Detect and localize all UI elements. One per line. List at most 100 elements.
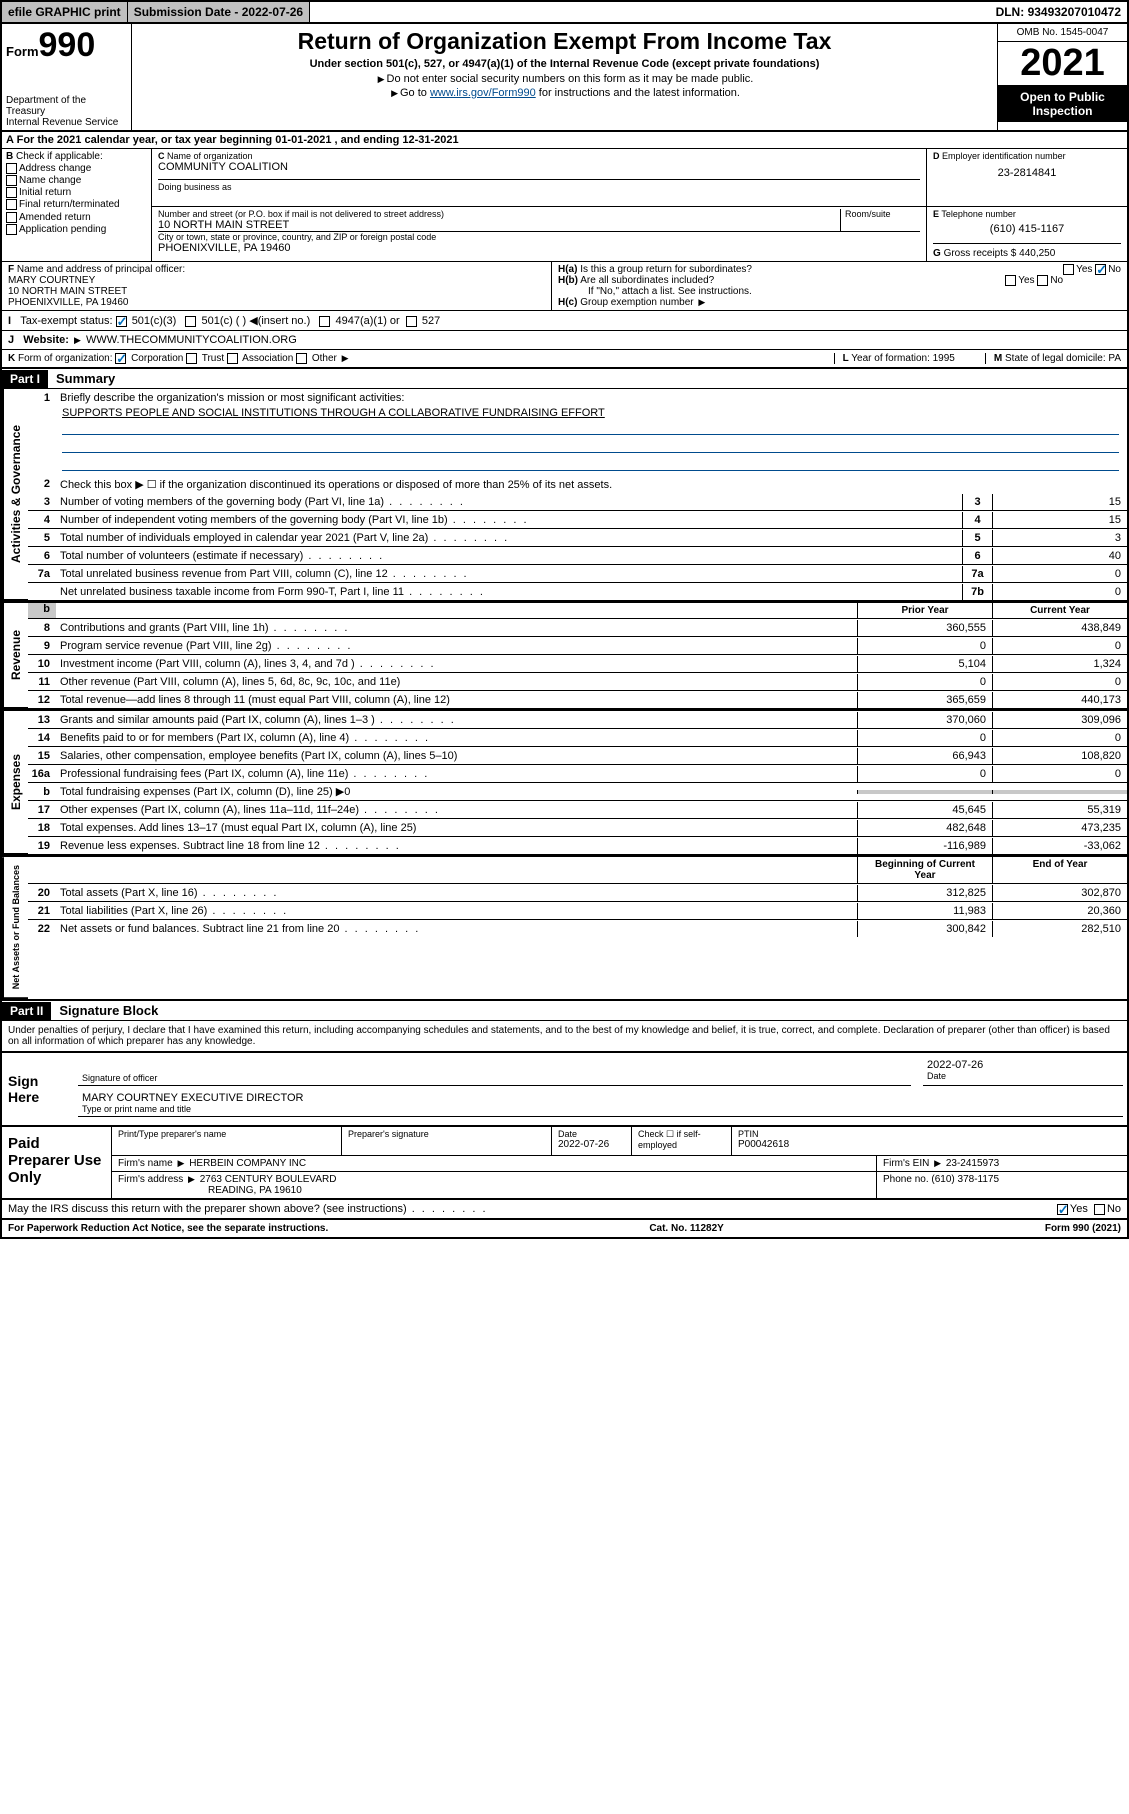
firm-ein: 23-2415973 (946, 1158, 999, 1169)
line-7b: Net unrelated business taxable income fr… (56, 584, 962, 600)
phone-value: (610) 415-1167 (933, 223, 1121, 235)
footer-form: Form 990 (2021) (1045, 1223, 1121, 1234)
arrow-icon (340, 353, 351, 364)
part-ii-header: Part II (2, 1002, 51, 1020)
line-9: Program service revenue (Part VIII, line… (56, 638, 857, 654)
footer-catno: Cat. No. 11282Y (649, 1223, 723, 1234)
arrow-icon (175, 1158, 186, 1169)
firm-name: HERBEIN COMPANY INC (189, 1158, 306, 1169)
hdr-beginning: Beginning of Current Year (857, 857, 992, 883)
ha-no[interactable] (1095, 264, 1106, 275)
val-15p: 66,943 (857, 748, 992, 764)
val-14c: 0 (992, 730, 1127, 746)
officer-name-title: MARY COURTNEY EXECUTIVE DIRECTOR (82, 1092, 1119, 1104)
cb-4947[interactable] (319, 316, 330, 327)
val-12c: 440,173 (992, 692, 1127, 708)
line-22: Net assets or fund balances. Subtract li… (56, 921, 857, 937)
line-16a: Professional fundraising fees (Part IX, … (56, 766, 857, 782)
room-label: Room/suite (845, 209, 920, 219)
state-domicile: State of legal domicile: PA (1005, 353, 1121, 364)
hb-no[interactable] (1037, 275, 1048, 286)
ein-label: Employer identification number (942, 151, 1066, 161)
officer-name: MARY COURTNEY (8, 275, 545, 286)
line-16b: Total fundraising expenses (Part IX, col… (56, 783, 857, 800)
dept-treasury: Department of the Treasury (6, 95, 127, 117)
note-ssn: Do not enter social security numbers on … (387, 73, 754, 85)
prep-name-label: Print/Type preparer's name (118, 1129, 335, 1139)
cb-app-pending[interactable]: Application pending (6, 224, 147, 235)
form-title: Return of Organization Exempt From Incom… (140, 28, 989, 55)
discuss-yes[interactable] (1057, 1204, 1068, 1215)
officer-label: Name and address of principal officer: (17, 264, 185, 275)
hb-yes[interactable] (1005, 275, 1016, 286)
line-12: Total revenue—add lines 8 through 11 (mu… (56, 692, 857, 708)
paid-preparer-label: Paid Preparer Use Only (2, 1127, 112, 1198)
ein-value: 23-2814841 (933, 167, 1121, 179)
city-label: City or town, state or province, country… (158, 232, 920, 242)
hc-label: Group exemption number (580, 297, 693, 308)
val-22p: 300,842 (857, 921, 992, 937)
city-value: PHOENIXVILLE, PA 19460 (158, 242, 920, 254)
efile-print-button[interactable]: efile GRAPHIC print (2, 2, 128, 22)
val-18c: 473,235 (992, 820, 1127, 836)
cb-address-change[interactable]: Address change (6, 163, 147, 174)
irs-link[interactable]: www.irs.gov/Form990 (430, 87, 536, 99)
discuss-no[interactable] (1094, 1204, 1105, 1215)
line-14: Benefits paid to or for members (Part IX… (56, 730, 857, 746)
val-4: 15 (992, 512, 1127, 528)
form-header: Form990 Department of the Treasury Inter… (2, 24, 1127, 132)
vtab-netassets: Net Assets or Fund Balances (2, 857, 28, 999)
ha-yes[interactable] (1063, 264, 1074, 275)
vtab-expenses: Expenses (2, 711, 28, 855)
arrow-icon (696, 297, 707, 308)
cb-501c[interactable] (185, 316, 196, 327)
arrow-icon (186, 1174, 197, 1185)
val-7b: 0 (992, 584, 1127, 600)
cb-501c3[interactable] (116, 316, 127, 327)
cb-corp[interactable] (115, 353, 126, 364)
val-15c: 108,820 (992, 748, 1127, 764)
cb-trust[interactable] (186, 353, 197, 364)
dba-label: Doing business as (158, 182, 920, 192)
part-i-header: Part I (2, 370, 48, 388)
hb-label: Are all subordinates included? (580, 275, 714, 286)
cb-amended[interactable]: Amended return (6, 212, 147, 223)
ptin-label: PTIN (738, 1129, 1121, 1139)
form-subtitle: Under section 501(c), 527, or 4947(a)(1)… (140, 58, 989, 70)
val-22c: 282,510 (992, 921, 1127, 937)
website-value: WWW.THECOMMUNITYCOALITION.ORG (86, 334, 297, 346)
val-6: 40 (992, 548, 1127, 564)
val-13p: 370,060 (857, 712, 992, 728)
cb-initial-return[interactable]: Initial return (6, 187, 147, 198)
prep-sig-label: Preparer's signature (348, 1129, 545, 1139)
line-17: Other expenses (Part IX, column (A), lin… (56, 802, 857, 818)
cb-other[interactable] (296, 353, 307, 364)
val-8c: 438,849 (992, 620, 1127, 636)
val-9p: 0 (857, 638, 992, 654)
cb-name-change[interactable]: Name change (6, 175, 147, 186)
sig-date-label: Date (927, 1071, 1119, 1081)
line-3: Number of voting members of the governin… (56, 494, 962, 510)
vtab-revenue: Revenue (2, 603, 28, 709)
hdr-current: Current Year (992, 603, 1127, 618)
sign-here-label: Sign Here (2, 1053, 62, 1125)
val-14p: 0 (857, 730, 992, 746)
val-10c: 1,324 (992, 656, 1127, 672)
org-name: COMMUNITY COALITION (158, 161, 920, 173)
arrow-icon (389, 87, 400, 99)
cb-527[interactable] (406, 316, 417, 327)
line-20: Total assets (Part X, line 16) (56, 885, 857, 901)
omb-number: OMB No. 1545-0047 (998, 24, 1127, 42)
line-5: Total number of individuals employed in … (56, 530, 962, 546)
addr-label: Number and street (or P.O. box if mail i… (158, 209, 840, 219)
cb-final-return[interactable]: Final return/terminated (6, 199, 147, 210)
self-employed-label: Check ☐ if self-employed (638, 1129, 725, 1150)
val-21p: 11,983 (857, 903, 992, 919)
part-i-title: Summary (48, 369, 123, 388)
firm-addr-label: Firm's address (118, 1174, 183, 1185)
cb-assoc[interactable] (227, 353, 238, 364)
form-number: 990 (39, 26, 96, 64)
val-13c: 309,096 (992, 712, 1127, 728)
gross-receipts-label: Gross receipts $ (944, 248, 1020, 259)
website-label: Website: (23, 334, 69, 346)
